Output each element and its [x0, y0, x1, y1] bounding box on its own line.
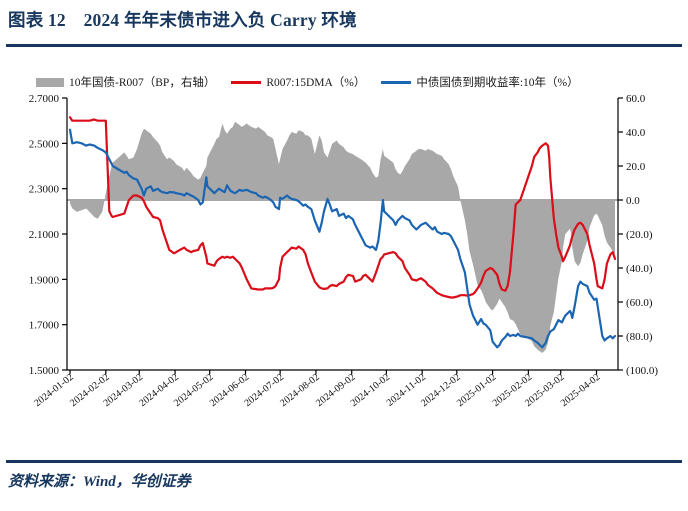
left-tick-label: 2.3000 — [29, 184, 60, 196]
legend-item-yield: 中债国债到期收益率:10年（%） — [381, 74, 579, 90]
right-tick-label: (60.0) — [626, 297, 653, 309]
source-rule — [6, 460, 682, 463]
page-title: 图表 12 2024 年年末债市进入负 Carry 环境 — [8, 10, 357, 30]
x-tick-label: 2025-04-02 — [559, 372, 603, 409]
right-tick-label: (100.0) — [626, 365, 658, 377]
right-tick-label: (80.0) — [626, 331, 653, 343]
right-tick-label: 0.0 — [626, 195, 640, 207]
source-text: 资料来源：Wind，华创证券 — [8, 474, 191, 490]
right-tick-label: 40.0 — [626, 127, 646, 139]
right-tick-label: 20.0 — [626, 161, 646, 173]
left-tick-label: 1.7000 — [29, 320, 60, 332]
right-tick-label: 60.0 — [626, 93, 646, 105]
left-tick-label: 2.7000 — [29, 93, 60, 105]
series-line — [68, 116, 617, 299]
blue-line-swatch-icon — [381, 80, 412, 84]
title-rule — [6, 44, 682, 47]
legend-label-yield: 中债国债到期收益率:10年（%） — [416, 77, 579, 89]
legend-label-r007: R007:15DMA（%） — [266, 77, 366, 89]
left-tick-label: 2.5000 — [29, 138, 60, 150]
chart-legend: 10年国债-R007（BP，右轴） R007:15DMA（%） 中债国债到期收益… — [36, 74, 684, 90]
legend-item-spread: 10年国债-R007（BP，右轴） — [36, 74, 215, 90]
legend-label-spread: 10年国债-R007（BP，右轴） — [69, 77, 216, 89]
area-swatch-icon — [36, 77, 64, 87]
legend-item-r007: R007:15DMA（%） — [231, 74, 365, 90]
left-tick-label: 1.9000 — [29, 274, 60, 286]
left-tick-label: 2.1000 — [29, 229, 60, 241]
red-line-swatch-icon — [231, 80, 262, 84]
series-line — [68, 128, 617, 349]
left-tick-label: 1.5000 — [29, 365, 60, 377]
right-tick-label: (20.0) — [626, 229, 653, 241]
right-tick-label: (40.0) — [626, 263, 653, 275]
